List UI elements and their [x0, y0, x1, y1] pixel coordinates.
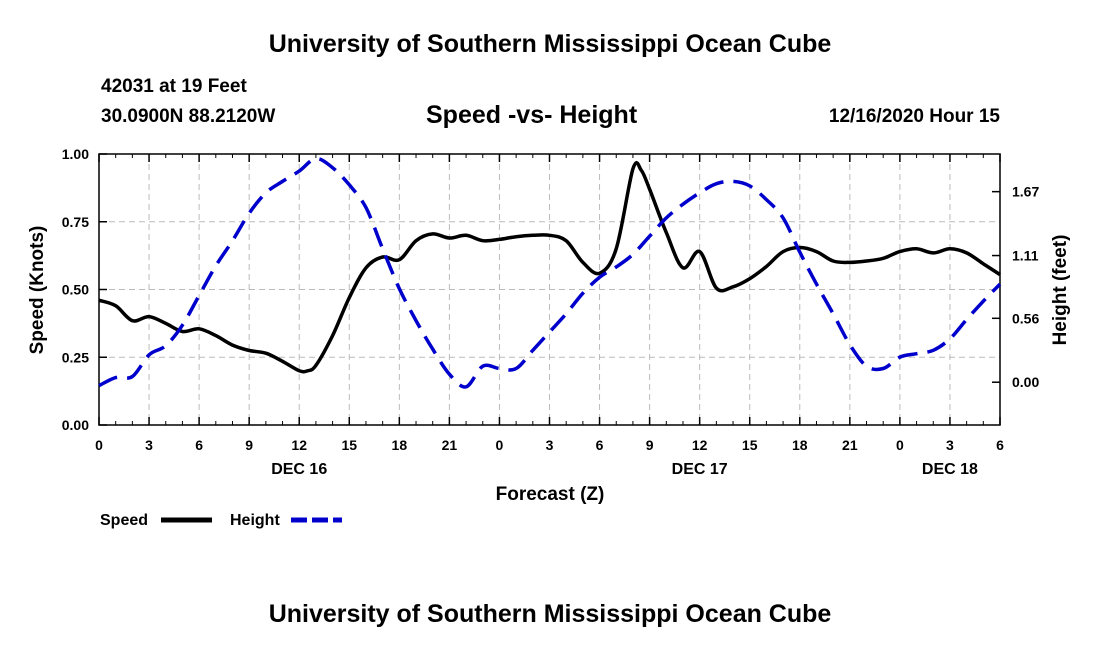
x-tick-label: 12 [291, 437, 307, 453]
y-tick-label: 0.50 [62, 282, 89, 298]
y-tick-label: 0.25 [62, 349, 89, 365]
x-tick-label: 3 [946, 437, 954, 453]
y-tick-label: 0.00 [62, 417, 89, 433]
chart-header-title: University of Southern Mississippi Ocean… [268, 30, 832, 58]
x-tick-label: 12 [692, 437, 708, 453]
y-axis-right-title: Height (feet) [1050, 235, 1071, 346]
x-tick-label: 21 [842, 437, 858, 453]
legend-label-speed: Speed [100, 512, 148, 529]
x-tick-label: 18 [792, 437, 808, 453]
chart-subtitle: Speed -vs- Height [426, 101, 638, 129]
ticks-layer: 0 3 6 9 12 15 18 21 0 3 6 9 12 15 18 21 0 3 6 DEC 16 DEC 17 D… [62, 146, 1040, 478]
speed-series-line [98, 160, 1001, 374]
y-tick-label: 0.75 [62, 214, 89, 230]
location-label: 30.0900N 88.2120W [101, 106, 276, 127]
date-label: DEC 16 [271, 461, 327, 478]
y2-tick-label: 1.11 [1012, 248, 1039, 264]
y-tick-label: 1.00 [62, 146, 89, 162]
speed-height-chart: 0 3 6 9 12 15 18 21 0 3 6 9 12 15 18 21 0 3 6 DEC 16 DEC 17 D… [27, 146, 1071, 529]
x-tick-label: 6 [195, 437, 203, 453]
x-tick-label: 0 [896, 437, 904, 453]
date-label: DEC 17 [672, 461, 728, 478]
x-tick-label: 3 [145, 437, 153, 453]
x-tick-label: 0 [496, 437, 504, 453]
x-tick-label: 6 [596, 437, 604, 453]
grid-layer [99, 154, 1000, 425]
timestamp-label: 12/16/2020 Hour 15 [828, 106, 1000, 127]
height-series-line [98, 156, 1002, 389]
y2-tick-label: 1.67 [1012, 184, 1039, 200]
y-axis-left-title: Speed (Knots) [27, 226, 48, 355]
x-tick-label: 0 [95, 437, 103, 453]
x-tick-label: 15 [341, 437, 357, 453]
x-tick-label: 18 [392, 437, 408, 453]
legend-label-height: Height [230, 512, 280, 529]
x-axis-title: Forecast (Z) [496, 484, 605, 505]
x-tick-label: 21 [442, 437, 458, 453]
station-label: 42031 at 19 Feet [101, 76, 247, 97]
legend: Speed Height [100, 512, 342, 529]
x-tick-label: 3 [546, 437, 554, 453]
series-layer [98, 156, 1002, 389]
x-tick-label: 9 [245, 437, 253, 453]
x-tick-label: 6 [996, 437, 1004, 453]
y2-tick-label: 0.00 [1012, 374, 1039, 390]
x-tick-label: 9 [646, 437, 654, 453]
chart-footer-title: University of Southern Mississippi Ocean… [268, 600, 832, 628]
y2-tick-label: 0.56 [1012, 310, 1039, 326]
x-tick-label: 15 [742, 437, 758, 453]
date-label: DEC 18 [922, 461, 978, 478]
